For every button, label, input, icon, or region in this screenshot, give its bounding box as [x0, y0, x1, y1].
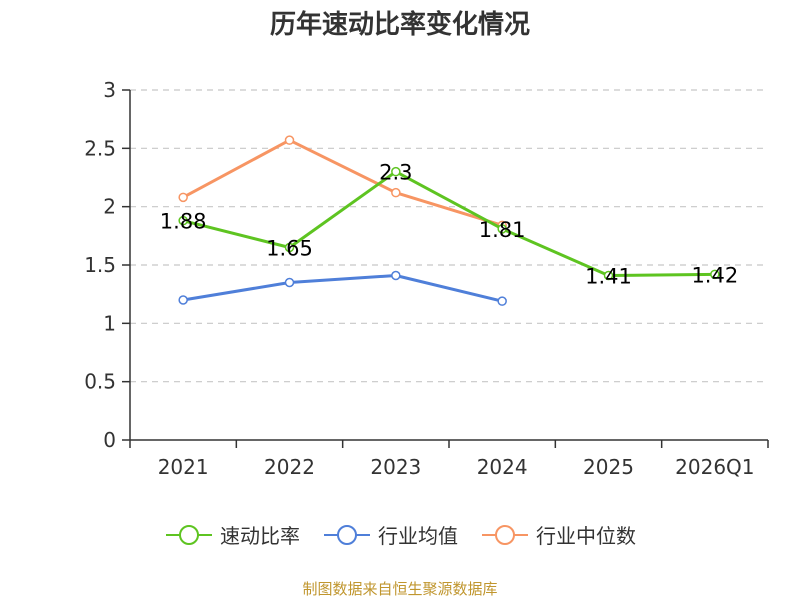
y-tick-label: 1.5	[84, 253, 116, 277]
x-tick-label: 2026Q1	[675, 455, 754, 479]
data-point-1	[391, 270, 401, 281]
label-layer: 1.88 1.65 2.3 1.81 1.41 1.42	[160, 161, 738, 289]
legend-swatch-industry-median-icon	[482, 524, 528, 545]
data-label: 1.65	[266, 237, 313, 261]
series-line-2	[182, 138, 503, 227]
data-point-0	[710, 269, 720, 280]
legend-swatch-industry-avg-icon	[324, 524, 370, 545]
data-label: 2.3	[379, 161, 412, 185]
chart-title: 历年速动比率变化情况	[269, 10, 530, 40]
y-tick-label: 0	[103, 428, 116, 452]
data-label: 1.81	[479, 218, 526, 242]
y-tick-label: 2	[103, 195, 116, 219]
x-tick-label: 2023	[370, 455, 421, 479]
data-label: 1.41	[585, 265, 632, 289]
data-point-0	[178, 215, 188, 226]
data-label: 1.88	[160, 210, 207, 234]
legend-swatch-quick-ratio-icon	[166, 524, 212, 545]
x-tick-label: 2021	[158, 455, 209, 479]
x-tick-label: 2025	[583, 455, 634, 479]
y-tick-label: 2.5	[84, 136, 116, 160]
legend-item-industry-avg[interactable]: 行业均值	[322, 520, 458, 549]
data-point-2	[284, 135, 295, 145]
data-point-0	[603, 270, 614, 281]
y-tick-label: 0.5	[84, 370, 116, 394]
data-point-0	[284, 242, 295, 253]
legend: 速动比率 行业均值 行业中位数	[0, 520, 800, 549]
series-line-1	[182, 274, 503, 303]
data-point-0	[391, 166, 401, 177]
x-tick-label: 2022	[264, 455, 315, 479]
data-point-0	[497, 224, 507, 234]
data-label: 1.42	[691, 263, 738, 287]
series-line-0	[182, 170, 715, 277]
series-layer	[178, 135, 720, 306]
legend-label-quick-ratio: 速动比率	[220, 524, 300, 548]
data-point-1	[497, 296, 507, 306]
legend-label-industry-median: 行业中位数	[536, 524, 636, 548]
legend-item-quick-ratio[interactable]: 速动比率	[164, 520, 300, 549]
data-point-1	[284, 277, 295, 288]
x-tick-label: 2024	[477, 455, 528, 479]
axis-layer: 0 0.5 1 1.5 2 2.5 3 2021 2022 2023 2024 2025 2026Q1	[84, 78, 769, 479]
legend-item-industry-median[interactable]: 行业中位数	[480, 520, 636, 549]
y-tick-label: 3	[103, 78, 116, 102]
data-point-1	[178, 295, 188, 305]
grid-layer	[130, 89, 768, 383]
legend-label-industry-avg: 行业均值	[378, 524, 458, 548]
data-point-2	[178, 192, 188, 203]
y-tick-label: 1	[103, 311, 116, 335]
source-note: 制图数据来自恒生聚源数据库	[302, 580, 498, 598]
data-point-2	[391, 187, 401, 198]
